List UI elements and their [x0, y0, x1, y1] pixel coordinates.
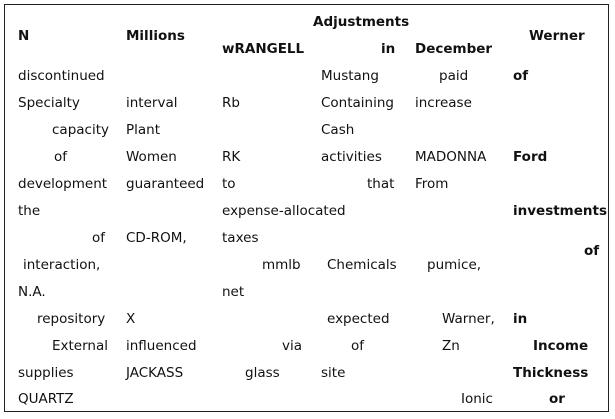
cell: of: [584, 243, 600, 259]
cell: site: [321, 365, 346, 381]
cell: Cash: [321, 122, 355, 138]
cell: in: [513, 311, 528, 327]
cell: Ionic: [461, 391, 493, 407]
data-table: N Millions wRANGELL Adjustments in Decem…: [4, 4, 609, 412]
cell: RK: [222, 149, 241, 165]
cell: Containing: [321, 95, 394, 111]
cell: of: [513, 68, 529, 84]
cell: guaranteed: [126, 176, 205, 192]
cell: Ford: [513, 149, 548, 165]
cell: Mustang: [321, 68, 379, 84]
header-adjustments: Adjustments: [313, 14, 410, 30]
cell: Thickness: [513, 365, 589, 381]
cell: of: [54, 149, 68, 165]
cell: QUARTZ: [18, 391, 74, 407]
cell: Specialty: [18, 95, 80, 111]
cell: or: [549, 391, 565, 407]
cell: the: [18, 203, 41, 219]
cell: paid: [439, 68, 469, 84]
cell: interval: [126, 95, 178, 111]
header-wrangell: wRANGELL: [222, 41, 305, 57]
header-millions: Millions: [126, 28, 185, 44]
cell: capacity: [52, 122, 109, 138]
cell: of: [92, 230, 106, 246]
cell: X: [126, 311, 136, 327]
header-werner: Werner: [529, 28, 585, 44]
cell: of: [351, 338, 365, 354]
cell: net: [222, 284, 245, 300]
cell: glass: [245, 365, 280, 381]
cell: expected: [327, 311, 390, 327]
header-n: N: [18, 28, 30, 44]
cell: Women: [126, 149, 177, 165]
cell: that: [367, 176, 395, 192]
header-in: in: [381, 41, 396, 57]
cell: influenced: [126, 338, 197, 354]
cell: taxes: [222, 230, 259, 246]
cell: increase: [415, 95, 472, 111]
cell: From: [415, 176, 449, 192]
cell: to: [222, 176, 236, 192]
cell: CD-ROM,: [126, 230, 187, 246]
cell: mmlb: [262, 257, 301, 273]
cell: activities: [321, 149, 382, 165]
cell: Income: [533, 338, 589, 354]
cell: interaction,: [23, 257, 101, 273]
cell: repository: [37, 311, 106, 327]
cell: investments: [513, 203, 608, 219]
cell: via: [282, 338, 303, 354]
cell: discontinued: [18, 68, 105, 84]
cell: N.A.: [18, 284, 46, 300]
cell: pumice,: [427, 257, 482, 273]
cell: supplies: [18, 365, 74, 381]
cell: development: [18, 176, 108, 192]
cell: MADONNA: [415, 149, 487, 165]
cell: External: [52, 338, 109, 354]
header-december: December: [415, 41, 493, 57]
cell: Plant: [126, 122, 161, 138]
cell: JACKASS: [126, 365, 184, 381]
cell: Warner,: [442, 311, 495, 327]
cell: Zn: [442, 338, 460, 354]
cell: Rb: [222, 95, 240, 111]
cell: expense-allocated: [222, 203, 346, 219]
cell: Chemicals: [327, 257, 397, 273]
